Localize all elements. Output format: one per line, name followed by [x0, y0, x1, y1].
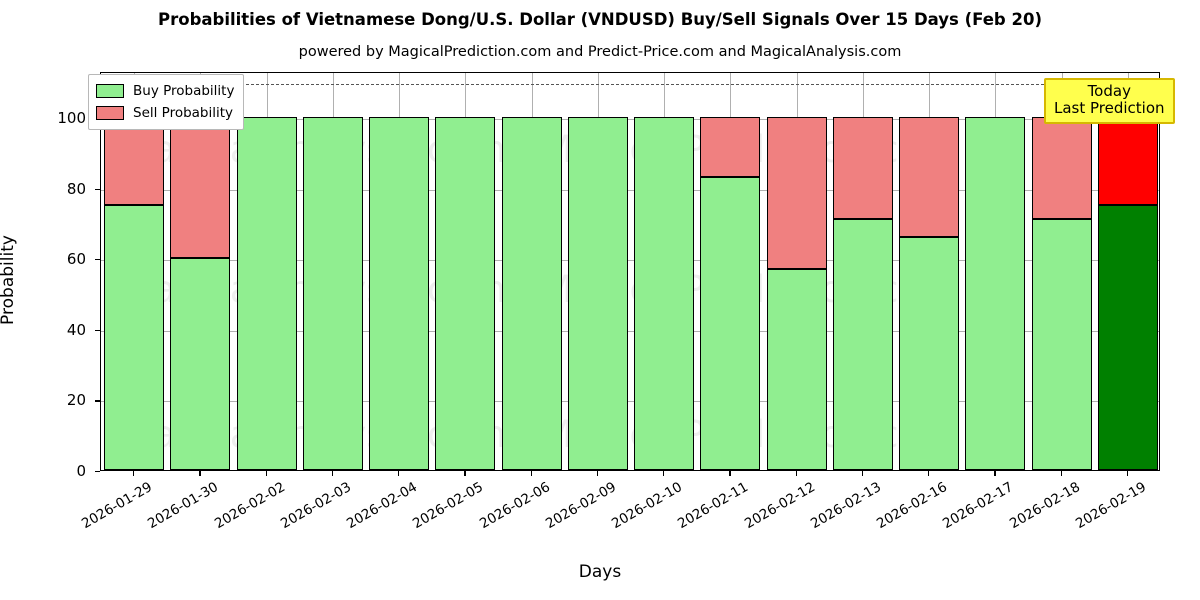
bar-segment-sell[interactable] — [899, 116, 960, 237]
bar-segment-buy[interactable] — [1097, 205, 1158, 470]
y-tick-label: 20 — [66, 391, 86, 410]
x-tick-mark — [464, 471, 466, 476]
x-tick-mark — [199, 471, 201, 476]
bar-segment-sell[interactable] — [832, 116, 893, 220]
threshold-line — [101, 83, 1159, 85]
x-tick-mark — [994, 471, 996, 476]
legend-label-buy: Buy Probability — [133, 83, 235, 99]
bar-segment-buy[interactable] — [634, 116, 695, 470]
bar-segment-buy[interactable] — [965, 116, 1026, 470]
y-tick-mark — [95, 329, 100, 331]
bar-segment-buy[interactable] — [435, 116, 496, 470]
bar-group[interactable] — [170, 73, 231, 470]
x-tick-mark — [398, 471, 400, 476]
y-tick-mark — [95, 259, 100, 261]
bar-segment-buy[interactable] — [1031, 219, 1092, 470]
bar-segment-sell[interactable] — [1097, 116, 1158, 206]
bar-group[interactable] — [899, 73, 960, 470]
bar-segment-buy[interactable] — [501, 116, 562, 470]
y-tick-label: 80 — [66, 179, 86, 198]
bar-group[interactable] — [369, 73, 430, 470]
bar-segment-buy[interactable] — [700, 176, 761, 470]
bar-group[interactable] — [1031, 73, 1092, 470]
x-axis-label: Days — [578, 562, 622, 582]
x-tick-mark — [133, 471, 135, 476]
bar-group[interactable] — [302, 73, 363, 470]
x-tick-mark — [928, 471, 930, 476]
bar-group[interactable] — [832, 73, 893, 470]
bar-segment-sell[interactable] — [700, 116, 761, 177]
bar-segment-buy[interactable] — [369, 116, 430, 470]
y-axis-label: Probability — [0, 235, 18, 325]
bar-segment-buy[interactable] — [170, 258, 231, 470]
bar-segment-buy[interactable] — [899, 236, 960, 470]
y-tick-mark — [95, 471, 100, 473]
x-tick-mark — [663, 471, 665, 476]
bar-segment-buy[interactable] — [766, 268, 827, 470]
y-tick-label: 60 — [66, 250, 86, 269]
bar-group[interactable] — [236, 73, 297, 470]
x-tick-mark — [530, 471, 532, 476]
x-tick-mark — [596, 471, 599, 476]
plot-inner: MagicalAnalysis.comMagicalPrediction.com… — [101, 73, 1159, 470]
x-tick-mark — [265, 471, 267, 476]
legend-swatch-sell-icon — [96, 106, 124, 120]
gridline-horizontal — [101, 189, 1159, 191]
legend-item-sell: Sell Probability — [96, 102, 234, 124]
plot-area: MagicalAnalysis.comMagicalPrediction.com… — [100, 72, 1160, 471]
gridline-horizontal — [101, 260, 1159, 262]
chart-legend: Buy Probability Sell Probability — [88, 74, 245, 130]
bar-group[interactable] — [1097, 73, 1158, 470]
x-tick-mark — [331, 471, 334, 476]
legend-item-buy: Buy Probability — [96, 80, 234, 102]
bar-group[interactable] — [634, 73, 695, 470]
bar-segment-buy[interactable] — [236, 116, 297, 470]
bar-segment-buy[interactable] — [104, 205, 165, 470]
gridline-horizontal — [101, 401, 1159, 403]
gridline-horizontal — [101, 118, 1159, 120]
bar-segment-sell[interactable] — [104, 116, 165, 206]
chart-subtitle: powered by MagicalPrediction.com and Pre… — [298, 44, 902, 60]
x-tick-mark — [861, 471, 864, 476]
legend-label-sell: Sell Probability — [133, 105, 234, 121]
y-tick-mark — [95, 400, 100, 402]
x-tick-mark — [1126, 471, 1129, 476]
x-tick-mark — [795, 471, 797, 476]
gridline-horizontal — [101, 330, 1159, 332]
chart-title: Probabilities of Vietnamese Dong/U.S. Do… — [158, 10, 1042, 29]
bar-segment-sell[interactable] — [1031, 116, 1092, 220]
bar-group[interactable] — [104, 73, 165, 470]
bar-segment-buy[interactable] — [567, 116, 628, 470]
bar-group[interactable] — [700, 73, 761, 470]
bar-group[interactable] — [766, 73, 827, 470]
today-annotation: Today Last Prediction — [1044, 78, 1175, 124]
bar-group[interactable] — [567, 73, 628, 470]
x-tick-mark — [1060, 471, 1062, 476]
y-tick-mark — [95, 188, 100, 190]
today-annotation-line2: Last Prediction — [1054, 98, 1165, 117]
bar-segment-sell[interactable] — [170, 116, 231, 259]
x-tick-mark — [729, 471, 731, 476]
bar-group[interactable] — [501, 73, 562, 470]
bar-segment-buy[interactable] — [302, 116, 363, 470]
today-annotation-line1: Today — [1087, 82, 1131, 100]
bar-group[interactable] — [435, 73, 496, 470]
y-tick-label: 40 — [66, 320, 86, 339]
y-tick-label: 0 — [76, 462, 86, 480]
legend-swatch-buy-icon — [96, 84, 124, 98]
bar-group[interactable] — [965, 73, 1026, 470]
y-tick-label: 100 — [57, 108, 86, 127]
bar-segment-sell[interactable] — [766, 116, 827, 269]
bar-segment-buy[interactable] — [832, 219, 893, 470]
